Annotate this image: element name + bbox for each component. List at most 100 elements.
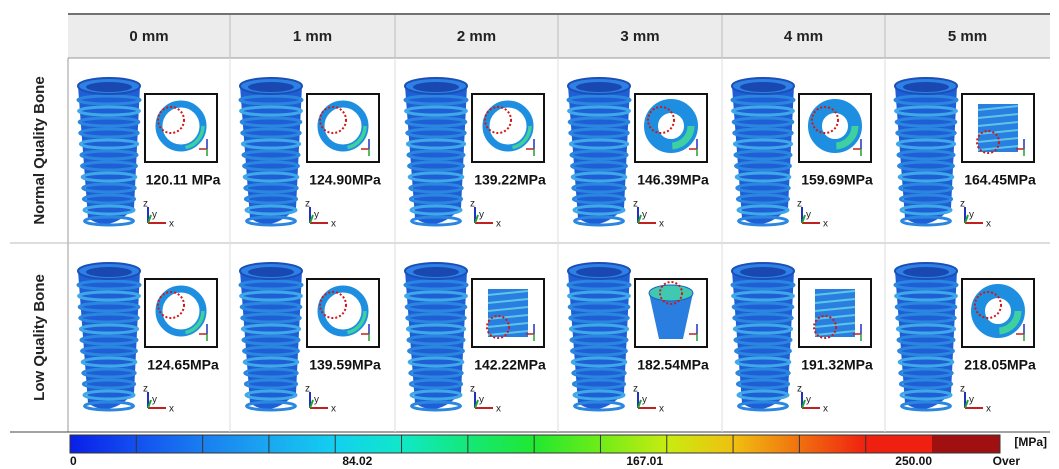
colorbar-over-label: Over [993,454,1021,468]
axis-label: x [659,219,664,230]
stress-value: 139.22MPa [474,172,546,188]
colorbar-segment [468,435,535,453]
axis-label: z [470,199,475,210]
axis-label: x [986,219,991,230]
axis-label: y [806,395,811,406]
colorbar-segment [733,435,800,453]
axis-label: y [152,210,157,221]
column-header: 0 mm [129,28,168,45]
axis-label: x [659,404,664,415]
colorbar-segment [667,435,734,453]
cell: 120.11 MPa zy x [78,78,221,230]
stress-value: 124.90MPa [309,172,381,188]
column-header: 5 mm [948,28,987,45]
axis-label: x [169,404,174,415]
cell: 182.54MPa zy x [568,263,709,415]
inset-cylinder [978,104,1018,152]
cell: 159.69MPa zy x [732,78,873,230]
cell: 124.90MPa zy x [240,78,381,230]
inset-cone-top [649,285,693,301]
colorbar-segment [335,435,402,453]
cell: 139.22MPa zy x [405,78,546,230]
axis-label: y [314,395,319,406]
stress-value: 182.54MPa [637,357,709,373]
axis-label: y [642,210,647,221]
axis-label: z [143,199,148,210]
row-label: Low Quality Bone [31,274,48,401]
stress-value: 120.11 MPa [146,172,221,188]
axis-label: x [169,219,174,230]
stress-value: 142.22MPa [474,357,546,373]
cell: 218.05MPazyx [895,263,1036,415]
row-label: Normal Quality Bone [31,76,48,224]
axis-label: x [823,219,828,230]
colorbar-segment [799,435,866,453]
implant-hole [248,82,294,92]
axis-label: y [314,210,319,221]
cell: 124.65MPa zy x [78,263,219,415]
axis-label: z [305,384,310,395]
axis-label: y [642,395,647,406]
colorbar-segment [402,435,469,453]
column-header: 3 mm [620,28,659,45]
axis-label: x [331,404,336,415]
axis-label: y [152,395,157,406]
stress-value: 124.65MPa [147,357,219,373]
stress-value: 164.45MPa [964,172,1036,188]
colorbar-segment [136,435,203,453]
implant-hole [413,267,459,277]
column-header: 2 mm [457,28,496,45]
axis-label: x [331,219,336,230]
colorbar-segment [203,435,270,453]
axis-label: z [633,384,638,395]
axis-label: y [969,210,974,221]
axis-label: z [143,384,148,395]
implant-hole [413,82,459,92]
axis-label: z [960,199,965,210]
cell: 142.22MPa zy x [405,263,546,415]
cell: 191.32MPa zy x [732,263,873,415]
cell: 164.45MPa zy x [895,78,1036,230]
axis-label: x [496,404,501,415]
axis-label: z [797,199,802,210]
axis-label: x [496,219,501,230]
colorbar-segment [866,435,933,453]
stress-value: 191.32MPa [801,357,873,373]
stress-value: 146.39MPa [637,172,709,188]
inset-cylinder [815,289,855,337]
colorbar-segment [600,435,667,453]
colorbar-tick: 167.01 [626,454,663,468]
colorbar-tick: 250.00 [895,454,932,468]
implant-hole [86,267,132,277]
axis-label: z [797,384,802,395]
colorbar-segment [269,435,336,453]
implant-hole [248,267,294,277]
implant-hole [903,82,949,92]
implant-hole [576,82,622,92]
axis-label: y [806,210,811,221]
content: 0 mm1 mm2 mm3 mm4 mm5 mmNormal Quality B… [31,15,1047,468]
implant-hole [740,82,786,92]
colorbar-segment [534,435,601,453]
column-header: 1 mm [293,28,332,45]
axis-label: z [470,384,475,395]
implant-hole [86,82,132,92]
implant-hole [903,267,949,277]
colorbar-segment [70,435,137,453]
implant-hole [740,267,786,277]
axis-label: z [305,199,310,210]
colorbar-unit: [MPa] [1014,435,1047,449]
stress-value: 159.69MPa [801,172,873,188]
axis-label: y [479,395,484,406]
cell: 146.39MPa zy x [568,78,709,230]
axis-label: y [479,210,484,221]
colorbar-tick: 0 [70,454,77,468]
figure: 0 mm1 mm2 mm3 mm4 mm5 mmNormal Quality B… [0,0,1059,469]
axis-label: z [960,384,965,395]
inset-cylinder [488,289,528,337]
axis-label: x [986,404,991,415]
axis-label: z [633,199,638,210]
axis-label: x [823,404,828,415]
implant-hole [576,267,622,277]
